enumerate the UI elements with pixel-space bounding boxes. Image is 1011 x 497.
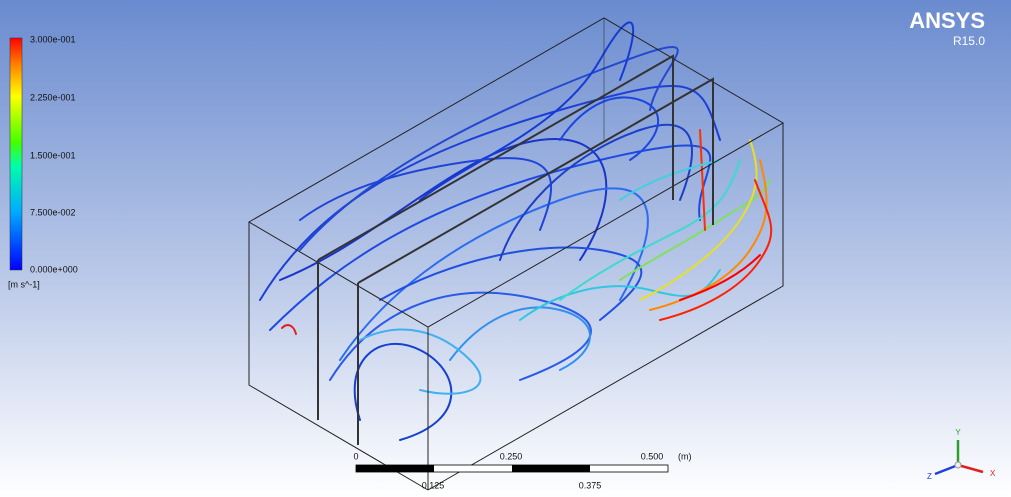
triad-label: Y — [955, 428, 961, 437]
axis-triad — [934, 440, 984, 476]
scale-label: 0.125 — [422, 480, 445, 490]
legend-label: 0.000e+000 — [30, 264, 78, 274]
legend-label: 3.000e-001 — [30, 34, 76, 44]
domain-box — [248, 17, 784, 491]
scale-label: 0 — [353, 451, 358, 461]
legend-label: 2.250e-001 — [30, 92, 76, 102]
color-bar — [9, 37, 23, 271]
baffles — [317, 54, 714, 445]
streamlines — [259, 21, 773, 441]
scale-label: 0.250 — [500, 451, 523, 461]
triad-label: Z — [927, 472, 932, 481]
logo-brand: ANSYS — [909, 8, 985, 33]
legend-label: 1.500e-001 — [30, 150, 76, 160]
scale-unit: (m) — [678, 451, 692, 461]
legend-label: 7.500e-002 — [30, 207, 76, 217]
logo-version: R15.0 — [953, 34, 985, 48]
scale-bar — [355, 464, 669, 473]
legend-unit: [m s^-1] — [8, 279, 40, 289]
scale-label: 0.375 — [579, 480, 602, 490]
triad-label: X — [990, 469, 996, 478]
scale-label: 0.500 — [641, 451, 664, 461]
